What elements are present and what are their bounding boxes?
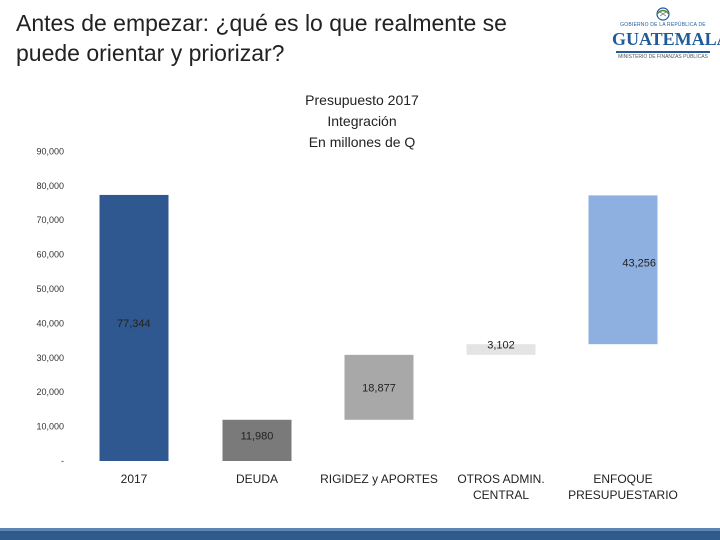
data-label: 11,980 [241,431,274,443]
bar-4 [466,344,536,355]
chart-title-line-2: Integración [327,113,397,129]
y-tick-label: 10,000 [36,422,64,432]
y-tick-label: 20,000 [36,387,64,397]
logo-top-text: GOBIERNO DE LA REPÚBLICA DE [620,22,706,28]
bar-2 [222,419,292,461]
chart-title: Presupuesto 2017 Integración En millones… [262,90,462,153]
y-tick-label: 80,000 [36,181,64,191]
data-label: 77,344 [117,318,151,330]
chart-title-line-3: En millones de Q [308,134,416,150]
data-label: 43,256 [622,257,656,269]
slide-title-line-1: Antes de empezar: ¿qué es lo que realmen… [16,10,507,36]
bar-3 [344,354,414,420]
coat-of-arms-icon [656,7,670,21]
data-label: 3,102 [487,340,515,352]
x-category-label: PRESUPUESTARIO [568,488,678,502]
x-category-label: OTROS ADMIN. [457,472,544,486]
bar-5 [588,195,658,345]
y-tick-label: 30,000 [36,353,64,363]
guatemala-logo: GOBIERNO DE LA REPÚBLICA DE GUATEMALA MI… [612,6,720,70]
logo-divider [616,51,710,53]
y-tick-label: - [61,456,64,466]
y-tick-label: 40,000 [36,318,64,328]
x-category-label: DEUDA [236,472,278,486]
y-tick-label: 90,000 [36,146,64,156]
logo-ministry: MINISTERIO DE FINANZAS PÚBLICAS [618,54,708,60]
logo-name: GUATEMALA [612,29,720,49]
chart-title-line-1: Presupuesto 2017 [305,92,419,108]
bar-1 [99,194,169,461]
data-label: 18,877 [362,382,396,394]
slide-title: Antes de empezar: ¿qué es lo que realmen… [16,8,586,68]
y-tick-label: 50,000 [36,284,64,294]
y-tick-label: 60,000 [36,250,64,260]
x-category-label: RIGIDEZ y APORTES [320,472,438,486]
x-category-label: ENFOQUE [593,472,652,486]
footer-bar [0,528,720,540]
slide-title-line-2: puede orientar y priorizar? [16,40,285,66]
footer-bar-highlight [0,528,720,531]
x-category-label: CENTRAL [473,488,529,502]
y-tick-label: 70,000 [36,215,64,225]
x-category-label: 2017 [121,472,148,486]
